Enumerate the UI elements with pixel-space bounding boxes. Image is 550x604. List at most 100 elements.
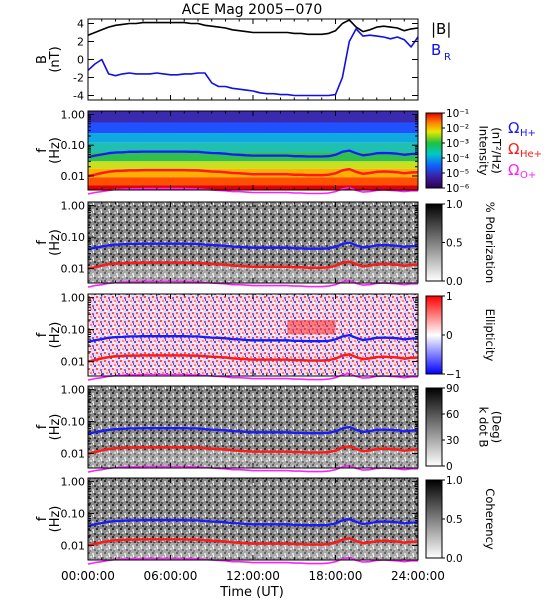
y-axis-label: (Hz) [48, 414, 63, 441]
freq-tick-label: 1.00 [61, 384, 86, 397]
time-axis-label: Time (UT) [219, 585, 284, 600]
freq-tick-label: 1.00 [61, 292, 86, 305]
colorbar-label: (nT²/Hz) [490, 127, 504, 173]
colorbar-gray [425, 387, 443, 467]
y-axis-label: f [35, 148, 50, 153]
b-r-line [87, 28, 419, 97]
colorbar-tick-label: −1 [446, 369, 461, 381]
colorbar-rainbow [425, 112, 443, 189]
time-tick-label: 12:00:00 [226, 569, 280, 583]
intensity-band [88, 111, 418, 123]
freq-tick-label: 0.10 [61, 416, 86, 429]
omega-He-line [87, 537, 419, 547]
colorbar-tick-label: 0 [446, 461, 453, 473]
kdotb-panel: 1.00 0.10 0.01 f(Hz) 90 60 30 0 k dot B (Deg) [35, 383, 504, 473]
freq-tick-label: 0.10 [61, 324, 86, 337]
colorbar-tick-label: 10⁻³ [446, 138, 469, 150]
intensity-panel: 1.00 0.10 0.01 f(Hz) 10⁻¹ 10⁻² 10⁻³ 10⁻⁴ 10⁻⁵ 10⁻… [35, 108, 542, 195]
intensity-band [88, 133, 418, 143]
spectrogram-area [88, 294, 418, 376]
colorbar-tick-label: 0.5 [446, 238, 463, 250]
freq-tick-label: 1.00 [61, 476, 86, 489]
intensity-band [88, 122, 418, 134]
legend-omega-sub: O+ [520, 170, 536, 181]
b-tick-label: 2 [77, 36, 84, 49]
omega-H-line [87, 517, 419, 528]
y-axis-label: (nT) [48, 46, 63, 72]
freq-tick-label: 1.00 [61, 109, 86, 122]
colorbar-label: Coherency [483, 488, 497, 550]
b-tick-label: -4 [73, 90, 84, 103]
gray-texture [88, 478, 418, 560]
colorbar-gray [425, 203, 443, 282]
freq-tick-label: 0.10 [61, 508, 86, 521]
spectrogram-area [88, 478, 418, 560]
b-total-line [87, 19, 419, 36]
colorbar-tick-label: 30 [446, 435, 459, 447]
b-tick-label: 4 [77, 18, 84, 31]
y-axis-label: f [35, 332, 50, 337]
time-tick-label: 24:00:00 [391, 569, 445, 583]
freq-tick-label: 0.10 [61, 231, 86, 244]
legend-omega-sub: He+ [520, 149, 542, 160]
time-axis: 00:00:00 06:00:00 12:00:00 18:00:00 24:00:00 [61, 569, 445, 583]
y-axis-label: f [35, 424, 50, 429]
legend-omega-O: Ω [508, 161, 519, 179]
colorbar-label: % Polarization [483, 202, 497, 283]
polarization-panel: 1.00 0.10 0.01 f(Hz) 1.0 0.5 0.0 % Polarization [35, 199, 497, 288]
legend-b-total: |B| [431, 20, 451, 38]
time-tick-label: 06:00:00 [144, 569, 198, 583]
legend-b-r: B [431, 41, 441, 59]
spectrogram-area [88, 202, 418, 283]
colorbar-tick-label: 10⁻⁵ [446, 168, 469, 180]
ellipticity-red-patch [287, 319, 336, 335]
y-axis-label: (Hz) [48, 229, 63, 256]
freq-tick-label: 0.01 [61, 447, 86, 460]
colorbar-tick-label: 0 [446, 330, 453, 342]
figure-title: ACE Mag 2005−070 [182, 2, 322, 18]
colorbar-label: (Deg) [490, 411, 504, 443]
ellipticity-texture [88, 294, 418, 376]
field-panel: 420-2-4B(nT)|B|B R [35, 18, 451, 103]
intensity-band [88, 142, 418, 153]
omega-He-line [87, 353, 419, 363]
y-axis-label: f [35, 240, 50, 245]
colorbar-tick-label: 90 [446, 383, 459, 395]
gray-texture [88, 202, 418, 283]
colorbar-label: Intensity [477, 125, 491, 175]
omega-H-line [87, 241, 419, 251]
colorbar-bwr [425, 295, 443, 375]
freq-tick-label: 0.01 [61, 170, 86, 183]
colorbar-tick-label: 1.0 [446, 475, 463, 487]
colorbar-tick-label: 0.0 [446, 553, 463, 565]
omega-H-line [87, 425, 419, 436]
omega-H-line [87, 333, 419, 344]
intensity-band [88, 161, 418, 169]
legend-omega-He: Ω [508, 140, 519, 158]
colorbar-tick-label: 10⁻² [446, 123, 469, 135]
spectrogram-area [88, 386, 418, 468]
coherency-panel: 1.00 0.10 0.01 f(Hz) 1.0 0.5 0.0 Coherency [35, 475, 497, 565]
y-axis-label: (Hz) [48, 506, 63, 533]
colorbar-tick-label: 10⁻⁶ [446, 183, 469, 195]
time-tick-label: 18:00:00 [309, 569, 363, 583]
y-axis-label: B [35, 55, 50, 64]
b-tick-label: -2 [73, 72, 84, 85]
omega-H-line [87, 149, 419, 159]
colorbar-gray [425, 479, 443, 559]
legend-omega-H: Ω [508, 119, 519, 137]
freq-tick-label: 0.01 [61, 263, 86, 276]
b-tick-label: 0 [77, 54, 84, 67]
colorbar-tick-label: 10⁻⁴ [446, 153, 469, 165]
omega-He-line [87, 260, 419, 270]
freq-tick-label: 1.00 [61, 200, 86, 213]
omega-He-line [87, 445, 419, 455]
y-axis-label: (Hz) [48, 137, 63, 164]
freq-tick-label: 0.01 [61, 355, 86, 368]
freq-tick-label: 0.10 [61, 139, 86, 152]
legend-b-r-sub: R [444, 52, 451, 63]
gray-texture [88, 386, 418, 468]
colorbar-label: k dot B [477, 407, 491, 448]
colorbar-tick-label: 60 [446, 409, 459, 421]
